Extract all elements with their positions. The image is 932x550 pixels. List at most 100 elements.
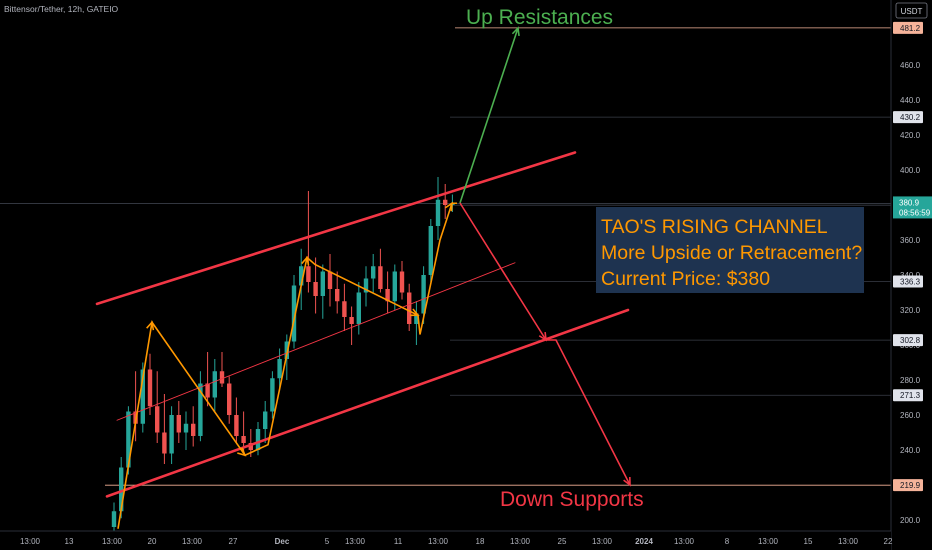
candle-body[interactable] xyxy=(428,226,433,275)
candle-body[interactable] xyxy=(291,285,297,342)
candle-body[interactable] xyxy=(111,511,117,527)
candle-body[interactable] xyxy=(255,429,261,450)
time-tick-label: 13:00 xyxy=(510,537,531,546)
time-tick-label: 18 xyxy=(476,537,485,546)
down-arrow-head xyxy=(538,331,547,342)
candle-body[interactable] xyxy=(241,436,246,443)
candle-body[interactable] xyxy=(205,383,210,398)
candle-body[interactable] xyxy=(270,378,275,412)
candle-body[interactable] xyxy=(392,271,397,302)
zigzag-arrowhead xyxy=(237,447,247,457)
time-tick-label: 13:00 xyxy=(20,537,41,546)
time-tick-label: 22 xyxy=(884,537,893,546)
candle-body[interactable] xyxy=(155,406,160,433)
candle-body[interactable] xyxy=(176,415,181,433)
time-axis xyxy=(0,531,891,550)
channel-upper-line xyxy=(95,151,577,306)
candle-body[interactable] xyxy=(183,423,189,433)
info-box-line: Current Price: $380 xyxy=(601,268,770,290)
candle-body[interactable] xyxy=(327,271,333,290)
candle-body[interactable] xyxy=(342,301,347,317)
price-tick-label: 320.0 xyxy=(900,306,921,315)
price-level-label: 430.2 xyxy=(900,113,921,122)
currency-label: USDT xyxy=(901,7,923,16)
time-tick-label: 5 xyxy=(325,537,330,546)
time-tick-label: 13:00 xyxy=(592,537,613,546)
channel-lower-line xyxy=(105,308,630,498)
candle-body[interactable] xyxy=(349,317,354,324)
candle-body[interactable] xyxy=(299,266,304,286)
candle-body[interactable] xyxy=(356,292,361,325)
price-tick-label: 280.0 xyxy=(900,376,921,385)
candle-body[interactable] xyxy=(435,199,441,226)
candle-body[interactable] xyxy=(414,313,419,325)
time-tick-label: 13 xyxy=(65,537,74,546)
time-tick-label: 27 xyxy=(229,537,238,546)
price-level-label: 219.9 xyxy=(900,481,921,490)
symbol-title: Bittensor/Tether, 12h, GATEIO xyxy=(4,4,119,14)
candle-body[interactable] xyxy=(421,275,426,314)
candle-body[interactable] xyxy=(277,359,282,379)
candle-body[interactable] xyxy=(140,369,145,424)
candle-body[interactable] xyxy=(399,271,405,293)
time-tick-label: 13:00 xyxy=(758,537,779,546)
candle-body[interactable] xyxy=(378,266,383,289)
candle-body[interactable] xyxy=(306,266,311,282)
price-level-badge xyxy=(893,111,923,124)
candle-body[interactable] xyxy=(227,383,232,416)
candle-body[interactable] xyxy=(248,443,253,450)
candle-body[interactable] xyxy=(284,341,289,360)
price-level-badge xyxy=(893,389,923,402)
time-tick-label: 15 xyxy=(804,537,813,546)
time-tick-label: 11 xyxy=(394,537,403,546)
price-tick-label: 360.0 xyxy=(900,236,921,245)
candle-body[interactable] xyxy=(320,271,325,297)
time-tick-label: 25 xyxy=(558,537,567,546)
candle-body[interactable] xyxy=(385,289,390,302)
time-tick-label: 2024 xyxy=(635,537,653,546)
time-tick-label: 8 xyxy=(725,537,730,546)
candle-body[interactable] xyxy=(198,383,203,437)
candle-body[interactable] xyxy=(169,415,174,454)
time-tick-label: 13:00 xyxy=(838,537,859,546)
candle-body[interactable] xyxy=(371,266,376,279)
down-arrow-head xyxy=(623,476,631,487)
candle-body[interactable] xyxy=(126,411,131,468)
current-price-badge xyxy=(893,196,932,219)
candle-body[interactable] xyxy=(147,369,153,407)
price-tick-label: 460.0 xyxy=(900,61,921,70)
countdown-label: 08:56:59 xyxy=(899,208,931,217)
price-tick-label: 420.0 xyxy=(900,131,921,140)
candle-body[interactable] xyxy=(191,423,196,436)
candle-body[interactable] xyxy=(263,411,268,430)
up-arrow-line xyxy=(459,27,519,204)
up-resistances-label: Up Resistances xyxy=(466,6,613,29)
time-tick-label: 13:00 xyxy=(428,537,449,546)
price-tick-label: 400.0 xyxy=(900,166,921,175)
candle-body[interactable] xyxy=(234,415,239,436)
candle-body[interactable] xyxy=(219,371,225,384)
price-level-badge xyxy=(893,275,923,288)
price-tick-label: 200.0 xyxy=(900,516,921,525)
zigzag-path xyxy=(117,202,457,529)
candle-body[interactable] xyxy=(119,467,124,512)
candle-body[interactable] xyxy=(363,278,369,293)
price-tick-label: 240.0 xyxy=(900,446,921,455)
info-box xyxy=(596,207,864,293)
candle-body[interactable] xyxy=(443,199,448,205)
price-level-badge xyxy=(893,21,923,34)
info-box-line: TAO'S RISING CHANNEL xyxy=(601,216,828,238)
currency-badge[interactable] xyxy=(895,2,928,19)
up-arrow-head xyxy=(511,26,520,37)
candle-body[interactable] xyxy=(335,289,340,302)
time-tick-label: 20 xyxy=(148,537,157,546)
candle-body[interactable] xyxy=(313,282,318,296)
down-arrow-path xyxy=(459,202,631,486)
price-tick-label: 440.0 xyxy=(900,96,921,105)
zigzag-arrowhead xyxy=(301,255,310,266)
candle-body[interactable] xyxy=(407,292,412,325)
candle-body[interactable] xyxy=(212,371,217,398)
candle-body[interactable] xyxy=(162,432,167,454)
